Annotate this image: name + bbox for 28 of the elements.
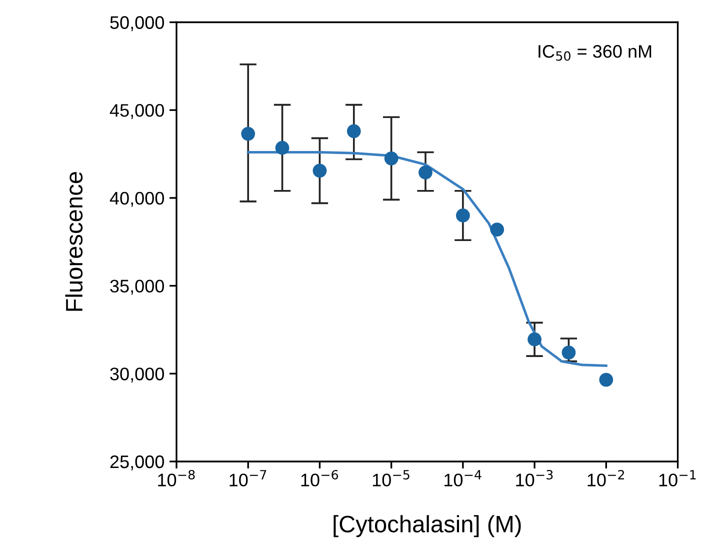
point <box>599 372 614 387</box>
y-axis-title: Fluorescence <box>65 172 83 311</box>
x-tick-label: 10$^{−6}$ <box>301 470 338 486</box>
x-axis-title: [Cytochalasin] (M) <box>334 515 521 538</box>
y-tick-label: 45,000 <box>110 104 164 119</box>
point <box>562 346 576 360</box>
x-tick-label: 10$^{−4}$ <box>444 470 482 486</box>
point <box>490 222 504 237</box>
point <box>346 124 361 138</box>
y-tick-label: 50,000 <box>110 16 164 32</box>
x-tick-label: 10$^{−5}$ <box>372 470 410 486</box>
annotation: IC$_{50}$ = 360 nM <box>538 45 652 61</box>
x-tick-label: 10$^{−3}$ <box>516 470 553 486</box>
point <box>456 208 470 222</box>
y-tick-label: 40,000 <box>110 192 164 207</box>
point <box>275 140 290 155</box>
y-tick-label: 25,000 <box>110 455 164 470</box>
x-tick-label: 10$^{−1}$ <box>659 470 696 486</box>
x-tick-label: 10$^{−8}$ <box>158 470 195 486</box>
point <box>312 164 327 178</box>
point <box>384 151 398 166</box>
point <box>418 166 432 180</box>
y-tick-label: 35,000 <box>110 280 164 295</box>
y-tick-label: 30,000 <box>110 368 164 382</box>
point <box>528 332 542 346</box>
x-tick-label: 10$^{−7}$ <box>230 470 266 486</box>
point <box>241 126 256 141</box>
x-tick-label: 10$^{−2}$ <box>588 470 624 486</box>
